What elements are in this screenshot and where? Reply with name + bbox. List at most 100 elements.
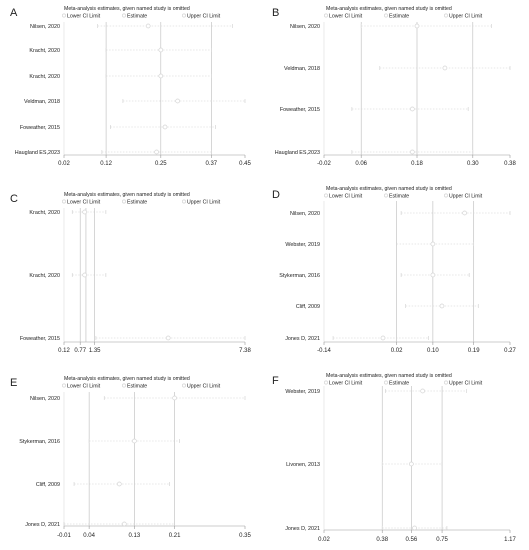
estimate-point — [121, 521, 127, 527]
legend-marker — [444, 13, 448, 18]
estimate-point — [430, 241, 436, 247]
study-label: Nilsen, 2020 — [30, 24, 60, 30]
legend-label: Lower CI Limit — [329, 381, 363, 387]
estimate-point — [175, 98, 181, 104]
estimate-point — [82, 272, 88, 278]
x-tick-label: 0.75 — [436, 537, 448, 543]
legend: Lower CI Limit Estimate Upper CI Limit — [324, 380, 483, 387]
estimate-point — [82, 209, 88, 215]
study-label: Foweather, 2015 — [20, 125, 60, 131]
estimate-point — [410, 149, 415, 155]
panel-letter: A — [10, 7, 18, 19]
x-tick-label: 0.02 — [391, 348, 403, 354]
legend-label: Upper CI Limit — [449, 14, 483, 20]
estimate-point — [158, 73, 164, 79]
x-tick-label: 0.19 — [468, 348, 480, 354]
estimate-point — [154, 149, 159, 155]
study-label: Webster, 2019 — [285, 242, 320, 248]
estimate-point — [439, 303, 445, 309]
x-tick-label: 0.10 — [427, 348, 439, 354]
x-tick-label: 0.02 — [318, 537, 330, 543]
estimate-point — [380, 335, 386, 341]
study-label: Kracht, 2020 — [29, 273, 60, 279]
legend-label: Lower CI Limit — [67, 14, 101, 20]
x-tick-label: 0.38 — [504, 161, 516, 167]
study-label: Kracht, 2020 — [29, 74, 60, 80]
panel-title: Meta-analysis estimates, given named stu… — [64, 192, 190, 198]
study-label: Jones D, 2021 — [285, 336, 320, 342]
x-tick-label: 0.18 — [411, 161, 423, 167]
estimate-point — [420, 388, 426, 394]
x-tick-label: 0.04 — [83, 533, 95, 539]
estimate-point — [412, 525, 417, 531]
study-label: Nilsen, 2020 — [290, 24, 320, 30]
legend-marker — [122, 199, 126, 204]
estimate-point — [462, 210, 467, 216]
estimate-point — [132, 438, 137, 444]
study-label: Cliff, 2009 — [296, 304, 320, 310]
estimate-point — [442, 65, 448, 71]
legend: Lower CI Limit Estimate Upper CI Limit — [62, 383, 221, 390]
estimate-point — [408, 461, 414, 467]
legend-marker — [182, 13, 186, 18]
legend-label: Lower CI Limit — [329, 14, 363, 20]
estimate-point — [145, 23, 151, 29]
legend-label: Upper CI Limit — [187, 14, 221, 20]
legend-label: Estimate — [389, 381, 409, 387]
legend-label: Estimate — [127, 14, 147, 20]
x-tick-label: 0.27 — [504, 348, 516, 354]
legend: Lower CI Limit Estimate Upper CI Limit — [324, 194, 483, 200]
x-tick-label: 0.30 — [467, 161, 479, 167]
study-label: Stykerman, 2016 — [19, 439, 60, 445]
legend-marker — [444, 380, 448, 385]
legend-marker — [384, 13, 388, 18]
legend-marker — [62, 383, 66, 388]
panel-title: Meta-analysis estimates, given named stu… — [326, 373, 452, 379]
legend-label: Upper CI Limit — [187, 384, 221, 390]
panel-letter: B — [272, 7, 279, 19]
legend-marker — [122, 13, 126, 18]
legend-marker — [62, 199, 66, 204]
x-tick-label: 0.37 — [205, 161, 217, 167]
estimate-point — [165, 335, 171, 341]
legend-marker — [182, 199, 186, 204]
study-label: Cliff, 2009 — [36, 482, 60, 488]
x-tick-label: 1.35 — [89, 348, 101, 354]
estimate-point — [116, 481, 122, 487]
x-tick-label: 0.12 — [58, 348, 70, 354]
study-label: Nilsen, 2020 — [30, 396, 60, 402]
estimate-point — [162, 124, 168, 130]
panel-title: Meta-analysis estimates, given named stu… — [326, 186, 452, 192]
forest-panel-e: E Meta-analysis estimates, given named st… — [10, 376, 251, 539]
legend-label: Estimate — [389, 194, 409, 200]
legend-label: Lower CI Limit — [67, 200, 101, 206]
study-label: Veldman, 2018 — [24, 99, 60, 105]
legend-label: Upper CI Limit — [187, 200, 221, 206]
forest-panel-f: F Meta-analysis estimates, given named st… — [272, 373, 516, 543]
forest-panel-b: B Meta-analysis estimates, given named st… — [272, 6, 516, 167]
study-label: Foweather, 2015 — [20, 336, 60, 342]
x-tick-label: 0.21 — [169, 533, 181, 539]
legend-marker — [182, 383, 186, 388]
panel-title: Meta-analysis estimates, given named stu… — [326, 6, 452, 12]
x-tick-label: 1.17 — [504, 537, 516, 543]
x-tick-label: 0.77 — [74, 348, 86, 354]
study-label: Nilsen, 2020 — [290, 211, 320, 217]
study-label: Foweather, 2015 — [280, 107, 320, 113]
x-tick-label: 0.56 — [405, 537, 417, 543]
panel-title: Meta-analysis estimates, given named stu… — [64, 6, 190, 12]
x-tick-label: 0.06 — [355, 161, 367, 167]
forest-panel-a: A Meta-analysis estimates, given named st… — [10, 6, 251, 167]
legend-label: Lower CI Limit — [67, 384, 101, 390]
study-label: Haugland ES,2023 — [275, 150, 320, 156]
estimate-point — [158, 47, 164, 53]
x-tick-label: 0.35 — [239, 533, 251, 539]
x-tick-label: 0.25 — [155, 161, 167, 167]
x-tick-label: 7.38 — [239, 348, 251, 354]
panel-letter: C — [10, 193, 18, 205]
study-label: Livonen, 2013 — [286, 462, 320, 468]
legend-label: Estimate — [389, 14, 409, 20]
legend-label: Upper CI Limit — [449, 381, 483, 387]
panel-letter: E — [10, 377, 17, 389]
forest-panel-d: D Meta-analysis estimates, given named st… — [272, 186, 516, 354]
